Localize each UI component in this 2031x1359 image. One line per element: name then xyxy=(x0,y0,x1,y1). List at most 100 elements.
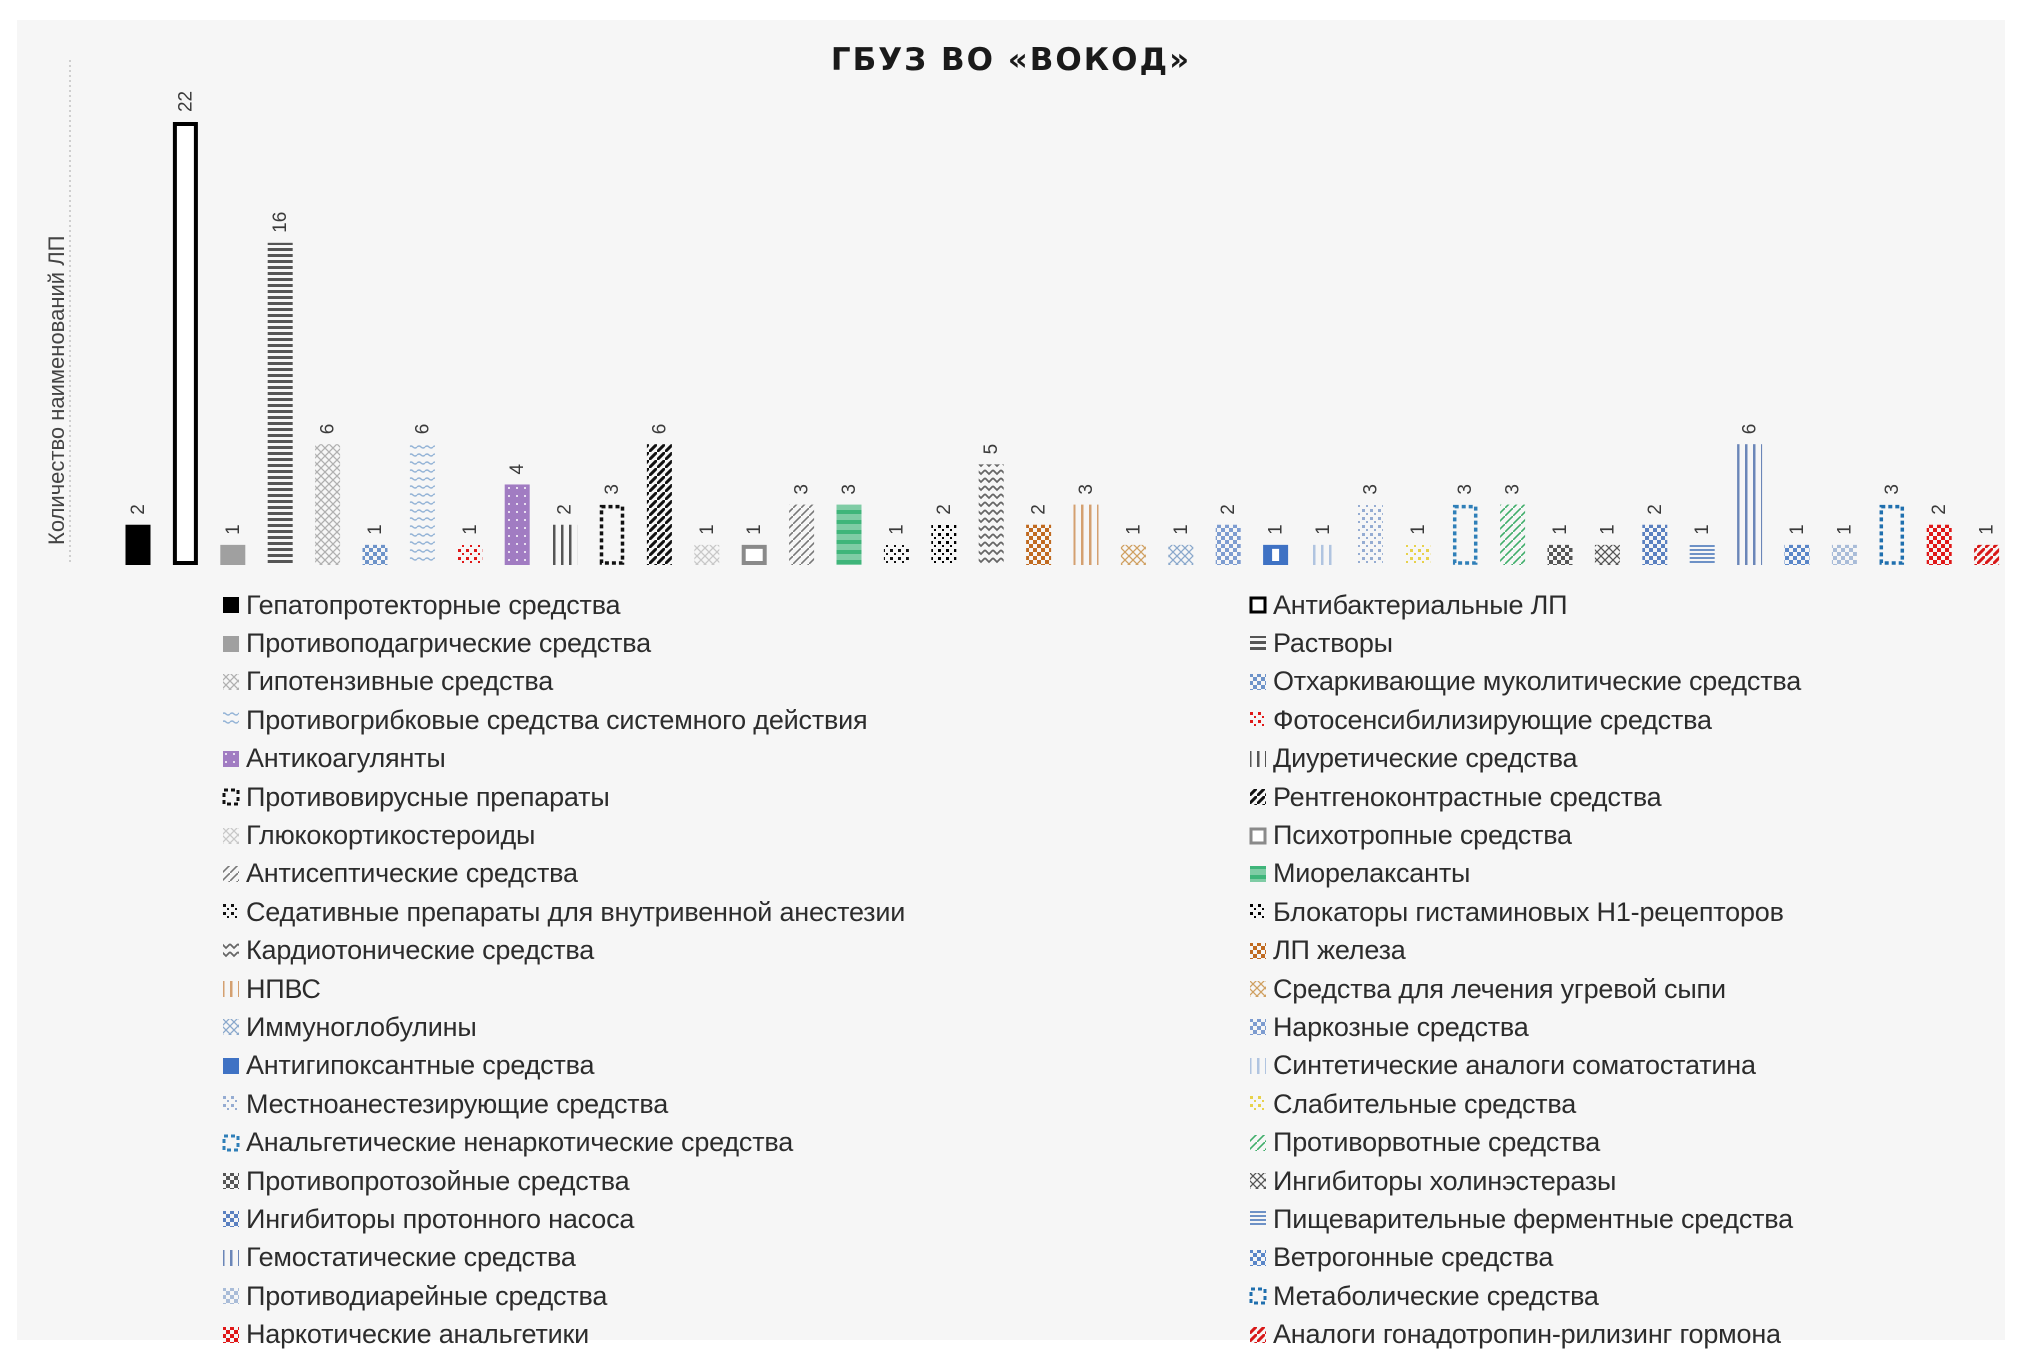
bar xyxy=(1168,544,1194,565)
bar xyxy=(1500,504,1526,565)
legend-swatch-icon xyxy=(223,1019,239,1036)
bar xyxy=(599,504,625,565)
legend-item: Противогрибковые средства системного дей… xyxy=(222,701,905,739)
legend-swatch-icon xyxy=(1250,1134,1266,1151)
data-label: 1 xyxy=(223,524,244,535)
bar xyxy=(1831,544,1857,565)
legend-swatch-icon xyxy=(223,597,239,614)
data-label: 6 xyxy=(412,424,433,435)
bar xyxy=(1073,504,1099,565)
legend-item: Кардиотонические средства xyxy=(222,932,905,970)
legend-label: Противопротозойные средства xyxy=(246,1165,630,1196)
legend-swatch-icon xyxy=(1250,750,1266,767)
legend-label: Наркотические анальгетики xyxy=(246,1319,589,1350)
data-label: 3 xyxy=(1503,484,1524,495)
legend-label: Противогрибковые средства системного дей… xyxy=(246,704,868,735)
data-label: 5 xyxy=(981,444,1002,455)
legend-item: Местноанестезирующие средства xyxy=(222,1085,905,1123)
bar xyxy=(1547,544,1573,565)
legend-label: Противорвотные средства xyxy=(1273,1127,1601,1158)
data-label: 3 xyxy=(1076,484,1097,495)
legend-label: Рентгеноконтрастные средства xyxy=(1273,781,1662,812)
data-label: 22 xyxy=(175,91,196,112)
legend-swatch-icon xyxy=(223,827,239,844)
legend-label: Пищеварительные ферментные средства xyxy=(1273,1203,1793,1234)
legend-label: Отхаркивающие муколитические средства xyxy=(1273,666,1802,697)
bar xyxy=(1594,544,1620,565)
data-label: 2 xyxy=(555,504,576,515)
legend-label: Миорелаксанты xyxy=(1273,858,1471,889)
legend-item: Фотосенсибилизирующие средства xyxy=(1249,701,1801,739)
bar xyxy=(1784,544,1810,565)
legend-item: Противопротозойные средства xyxy=(222,1162,905,1200)
legend-swatch-icon xyxy=(1249,827,1267,845)
legend-label: Ингибиторы холинэстеразы xyxy=(1273,1165,1617,1196)
legend-item: Глюкокортикостероиды xyxy=(222,816,905,854)
bar xyxy=(267,242,293,565)
data-label: 1 xyxy=(1408,524,1429,535)
bar xyxy=(315,444,341,565)
legend-item: Растворы xyxy=(1249,624,1801,662)
legend-swatch-icon xyxy=(1250,1249,1266,1266)
bar xyxy=(883,544,909,565)
legend-swatch-icon xyxy=(1250,1326,1266,1343)
legend-swatch-icon xyxy=(223,635,239,652)
legend-label: Аналоги гонадотропин-рилизинг гормона xyxy=(1273,1319,1781,1350)
bar xyxy=(1642,524,1668,565)
bar xyxy=(1974,544,2000,565)
legend-swatch-icon xyxy=(223,1096,239,1113)
legend-label: Наркозные средства xyxy=(1273,1011,1529,1042)
bar xyxy=(1926,524,1952,565)
bar xyxy=(1120,544,1146,565)
legend-item: Антигипоксантные средства xyxy=(222,1047,905,1085)
bar xyxy=(694,544,720,565)
data-label: 2 xyxy=(934,504,955,515)
legend-item: Миорелаксанты xyxy=(1249,855,1801,893)
bars xyxy=(125,122,2000,566)
bar xyxy=(552,524,578,565)
legend-label: Гипотензивные средства xyxy=(246,666,554,697)
bar xyxy=(172,122,198,565)
data-label: 3 xyxy=(1455,484,1476,495)
legend-swatch-icon xyxy=(223,1057,239,1074)
data-label: 3 xyxy=(1360,484,1381,495)
legend-item: Ветрогонные средства xyxy=(1249,1239,1801,1277)
data-label: 2 xyxy=(128,504,149,515)
data-label: 6 xyxy=(1740,424,1761,435)
bar xyxy=(1310,544,1336,565)
data-label: 1 xyxy=(1123,524,1144,535)
legend-swatch-icon xyxy=(223,1288,239,1305)
data-label: 1 xyxy=(744,524,765,535)
legend-item: Психотропные средства xyxy=(1249,816,1801,854)
data-label: 4 xyxy=(507,463,528,474)
legend-swatch-icon xyxy=(223,865,239,882)
legend-label: Противодиарейные средства xyxy=(246,1280,608,1311)
legend-item: Анальгетические ненаркотические средства xyxy=(222,1123,905,1161)
legend-label: Метаболические средства xyxy=(1273,1280,1599,1311)
legend-label: Психотропные средства xyxy=(1273,820,1572,851)
legend-label: Кардиотонические средства xyxy=(246,935,595,966)
legend-label: Растворы xyxy=(1273,628,1393,659)
legend-item: Метаболические средства xyxy=(1249,1277,1801,1315)
legend-swatch-icon xyxy=(223,712,239,729)
legend-item: Гемостатические средства xyxy=(222,1239,905,1277)
data-label: 1 xyxy=(1692,524,1713,535)
legend-item: Средства для лечения угревой сыпи xyxy=(1249,970,1801,1008)
legend-label: Гемостатические средства xyxy=(246,1242,576,1273)
legend-label: НПВС xyxy=(246,973,321,1004)
bar xyxy=(1026,524,1052,565)
legend-swatch-icon xyxy=(1250,712,1266,729)
data-label: 3 xyxy=(792,484,813,495)
legend-label: Антигипоксантные средства xyxy=(246,1050,595,1081)
data-label: 1 xyxy=(460,524,481,535)
bar xyxy=(220,544,246,565)
legend-label: Антибактериальные ЛП xyxy=(1273,589,1568,620)
data-label: 1 xyxy=(1787,524,1808,535)
bar xyxy=(836,504,862,565)
legend-swatch-icon xyxy=(1250,1173,1266,1190)
legend-swatch-icon xyxy=(1250,981,1266,998)
legend-swatch-icon xyxy=(222,788,240,806)
legend-item: Пищеварительные ферментные средства xyxy=(1249,1200,1801,1238)
legend-item: Рентгеноконтрастные средства xyxy=(1249,778,1801,816)
data-label: 16 xyxy=(270,212,291,233)
